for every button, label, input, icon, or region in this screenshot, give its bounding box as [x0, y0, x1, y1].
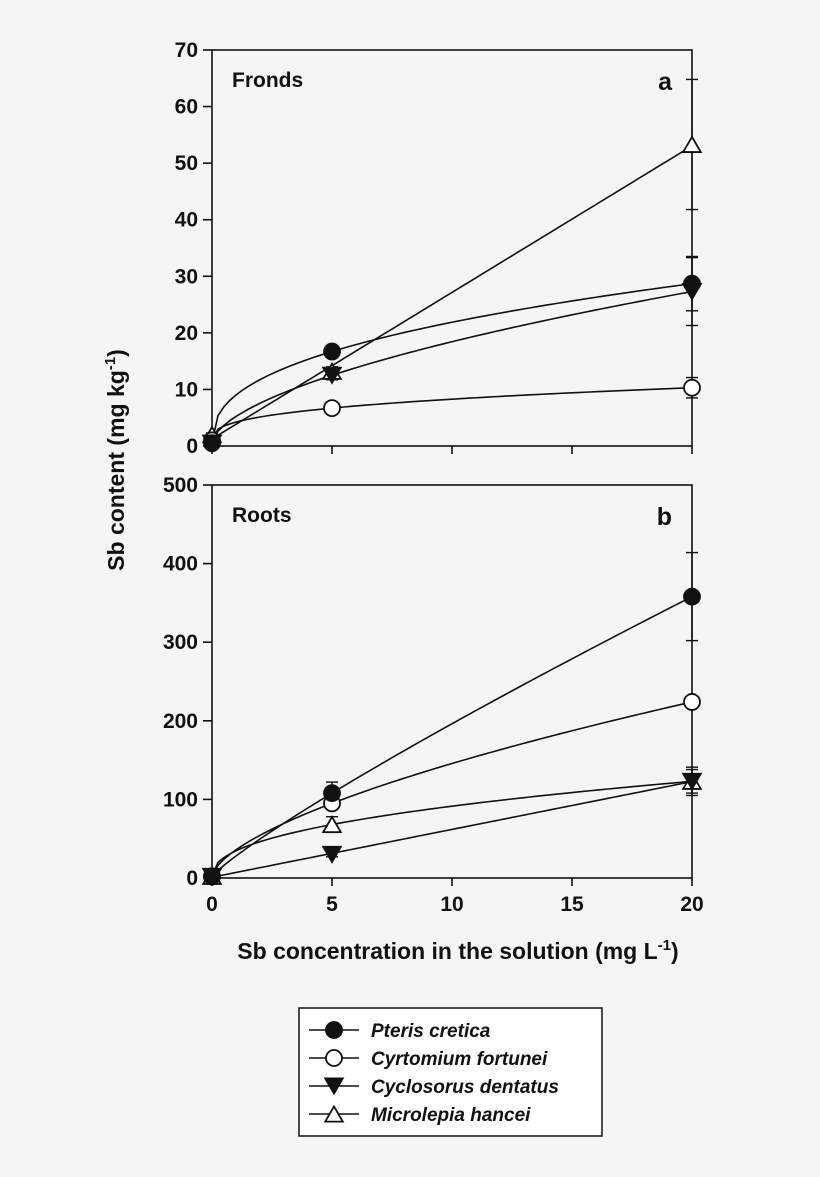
- data-point-pteris-cretica: [203, 434, 221, 453]
- legend-label: Cyclosorus dentatus: [371, 1077, 559, 1098]
- data-point-cyclosorus-dentatus: [681, 772, 703, 791]
- fit-line-microlepia-hancei: [211, 780, 693, 877]
- y-tick-label: 10: [175, 378, 198, 401]
- data-point-cyrtomium-fortunei: [683, 693, 701, 711]
- panel-letter: b: [657, 503, 672, 531]
- panel-letter: a: [658, 68, 673, 96]
- y-tick-label: 0: [186, 867, 198, 890]
- plot-frame: [211, 49, 693, 447]
- plot-frame: [211, 484, 693, 879]
- x-axis-label: Sb concentration in the solution (mg L-1…: [237, 937, 678, 964]
- fit-line-cyclosorus-dentatus: [211, 780, 693, 879]
- panel-roots: 0 100 200 300 400 500 0 5 10 15 20 Roots b: [163, 474, 704, 916]
- y-tick-label: 200: [163, 710, 198, 733]
- y-tick-label: 70: [175, 39, 198, 62]
- data-point-microlepia-hancei: [681, 135, 703, 153]
- x-tick-label: 5: [326, 893, 338, 916]
- y-tick-label: 100: [163, 788, 198, 811]
- series-group: [201, 551, 703, 886]
- legend-marker-pteris-cretica: [325, 1021, 343, 1039]
- data-point-pteris-cretica: [683, 274, 701, 293]
- y-tick-label: 400: [163, 553, 198, 576]
- series-group: [201, 78, 703, 453]
- data-point-cyrtomium-fortunei: [323, 399, 341, 417]
- legend-label: Microlepia hancei: [371, 1105, 531, 1126]
- legend-marker-microlepia-hancei: [323, 1104, 345, 1123]
- data-point-cyrtomium-fortunei: [683, 378, 701, 397]
- legend: Pteris cretica Cyrtomium fortunei Cyclosor…: [298, 1007, 603, 1137]
- y-tick-label: 50: [175, 152, 198, 175]
- y-tick-label: 40: [175, 209, 198, 232]
- data-point-cyclosorus-dentatus: [321, 845, 343, 864]
- legend-label: Cyrtomium fortunei: [371, 1049, 548, 1070]
- y-tick-label: 300: [163, 631, 198, 654]
- fit-line-cyrtomium-fortunei: [211, 386, 693, 441]
- y-tick-label: 0: [186, 435, 198, 458]
- panel-title: Roots: [232, 504, 292, 527]
- data-point-pteris-cretica: [203, 867, 221, 886]
- fit-line-cyclosorus-dentatus: [211, 290, 693, 444]
- x-tick-label: 0: [206, 893, 218, 916]
- legend-marker-cyclosorus-dentatus: [323, 1077, 345, 1096]
- y-tick-label: 30: [175, 265, 198, 288]
- fit-line-pteris-cretica: [211, 282, 693, 444]
- y-tick-label: 60: [175, 96, 198, 119]
- fit-line-pteris-cretica: [211, 595, 693, 877]
- data-point-microlepia-hancei: [321, 815, 343, 834]
- x-tick-label: 20: [680, 893, 703, 916]
- panel-title: Fronds: [232, 69, 303, 92]
- fit-line-cyrtomium-fortunei: [211, 701, 693, 877]
- panel-fronds: 0 10 20 30 40 50 60 70 Fronds a: [175, 39, 703, 458]
- legend-marker-cyrtomium-fortunei: [325, 1049, 343, 1067]
- data-point-pteris-cretica: [323, 784, 341, 803]
- data-point-pteris-cretica: [683, 587, 701, 606]
- y-axis-label: Sb content (mg kg-1): [102, 349, 129, 571]
- y-tick-label: 500: [163, 474, 198, 497]
- x-tick-label: 10: [440, 893, 463, 916]
- data-point-cyclosorus-dentatus: [321, 366, 343, 385]
- x-tick-label: 15: [560, 893, 584, 916]
- data-point-pteris-cretica: [323, 342, 341, 361]
- fit-line-microlepia-hancei: [211, 145, 693, 440]
- y-tick-label: 20: [175, 322, 198, 345]
- legend-label: Pteris cretica: [371, 1021, 491, 1042]
